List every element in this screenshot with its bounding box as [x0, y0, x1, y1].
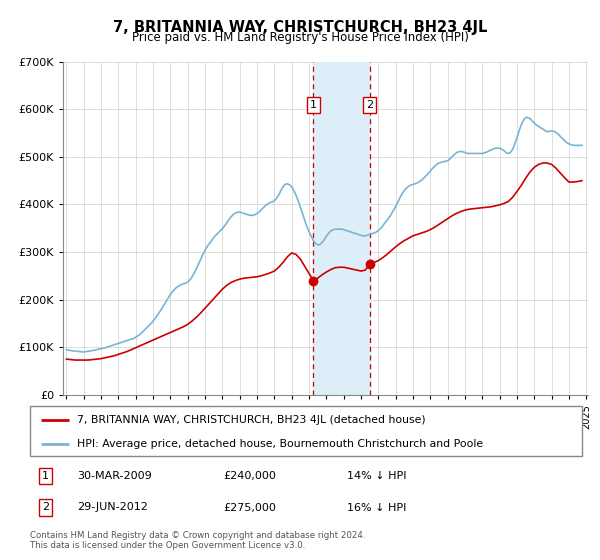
Text: Price paid vs. HM Land Registry's House Price Index (HPI): Price paid vs. HM Land Registry's House …: [131, 31, 469, 44]
Text: Contains HM Land Registry data © Crown copyright and database right 2024.
This d: Contains HM Land Registry data © Crown c…: [30, 531, 365, 550]
Text: £275,000: £275,000: [223, 502, 276, 512]
FancyBboxPatch shape: [30, 406, 582, 456]
Text: £240,000: £240,000: [223, 471, 276, 481]
Text: 29-JUN-2012: 29-JUN-2012: [77, 502, 148, 512]
Text: 14% ↓ HPI: 14% ↓ HPI: [347, 471, 407, 481]
Text: 2: 2: [42, 502, 49, 512]
Text: 7, BRITANNIA WAY, CHRISTCHURCH, BH23 4JL (detached house): 7, BRITANNIA WAY, CHRISTCHURCH, BH23 4JL…: [77, 415, 425, 425]
Text: HPI: Average price, detached house, Bournemouth Christchurch and Poole: HPI: Average price, detached house, Bour…: [77, 439, 483, 449]
Bar: [313, 62, 370, 395]
Text: 7, BRITANNIA WAY, CHRISTCHURCH, BH23 4JL: 7, BRITANNIA WAY, CHRISTCHURCH, BH23 4JL: [113, 20, 487, 35]
Text: 16% ↓ HPI: 16% ↓ HPI: [347, 502, 407, 512]
Text: 30-MAR-2009: 30-MAR-2009: [77, 471, 152, 481]
Text: 1: 1: [310, 100, 317, 110]
Text: 1: 1: [42, 471, 49, 481]
Text: 2: 2: [366, 100, 373, 110]
